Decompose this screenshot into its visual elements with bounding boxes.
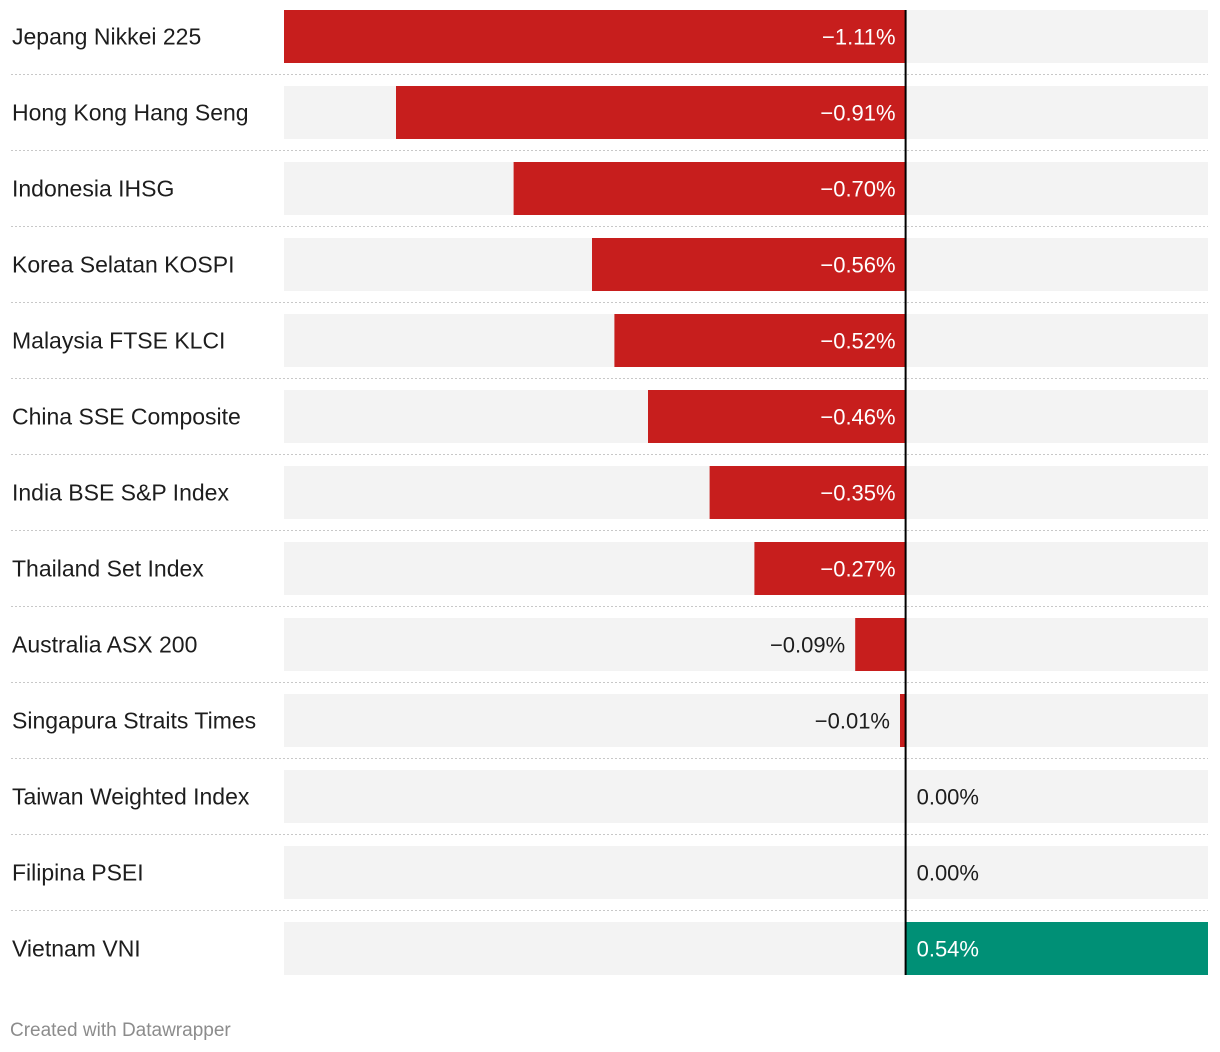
value-label: −0.46% [820, 405, 895, 430]
value-label: −0.70% [820, 177, 895, 202]
category-label: Malaysia FTSE KLCI [12, 328, 225, 354]
category-label: Hong Kong Hang Seng [12, 100, 249, 126]
category-label: Vietnam VNI [12, 936, 141, 962]
bar-track [284, 846, 1208, 899]
value-label: −0.01% [815, 709, 890, 734]
bar [614, 314, 906, 367]
bar [900, 694, 906, 747]
category-label: Jepang Nikkei 225 [12, 24, 201, 50]
bar [396, 86, 906, 139]
value-label: −0.91% [820, 101, 895, 126]
bar-track [284, 694, 1208, 747]
category-label: Australia ASX 200 [12, 632, 197, 658]
bar [648, 390, 906, 443]
bar [905, 922, 1208, 975]
bar-track [284, 618, 1208, 671]
bar-track [284, 542, 1208, 595]
category-label: India BSE S&P Index [12, 480, 229, 506]
bar [513, 162, 906, 215]
value-label: 0.54% [917, 937, 979, 962]
value-label: 0.00% [917, 785, 979, 810]
category-label: Thailand Set Index [12, 556, 204, 582]
bar [709, 466, 906, 519]
category-label: Korea Selatan KOSPI [12, 252, 234, 278]
value-label: 0.00% [917, 861, 979, 886]
category-label: Singapura Straits Times [12, 708, 256, 734]
bars-layer [284, 10, 1208, 975]
value-label: −0.35% [820, 481, 895, 506]
value-label: −1.11% [822, 25, 896, 50]
category-label: China SSE Composite [12, 404, 241, 430]
bar [284, 10, 906, 63]
value-label: −0.52% [820, 329, 895, 354]
category-label: Indonesia IHSG [12, 176, 174, 202]
bar [754, 542, 906, 595]
bar-track [284, 770, 1208, 823]
value-label: −0.56% [820, 253, 895, 278]
labels-layer: Jepang Nikkei 225 −1.11% Hong Kong Hang Se… [12, 24, 979, 962]
bar [855, 618, 906, 671]
category-label: Filipina PSEI [12, 860, 144, 886]
datawrapper-credit: Created with Datawrapper [10, 1020, 231, 1041]
category-label: Taiwan Weighted Index [12, 784, 250, 810]
value-label: −0.27% [820, 557, 895, 582]
value-label: −0.09% [770, 633, 845, 658]
bar [592, 238, 906, 291]
